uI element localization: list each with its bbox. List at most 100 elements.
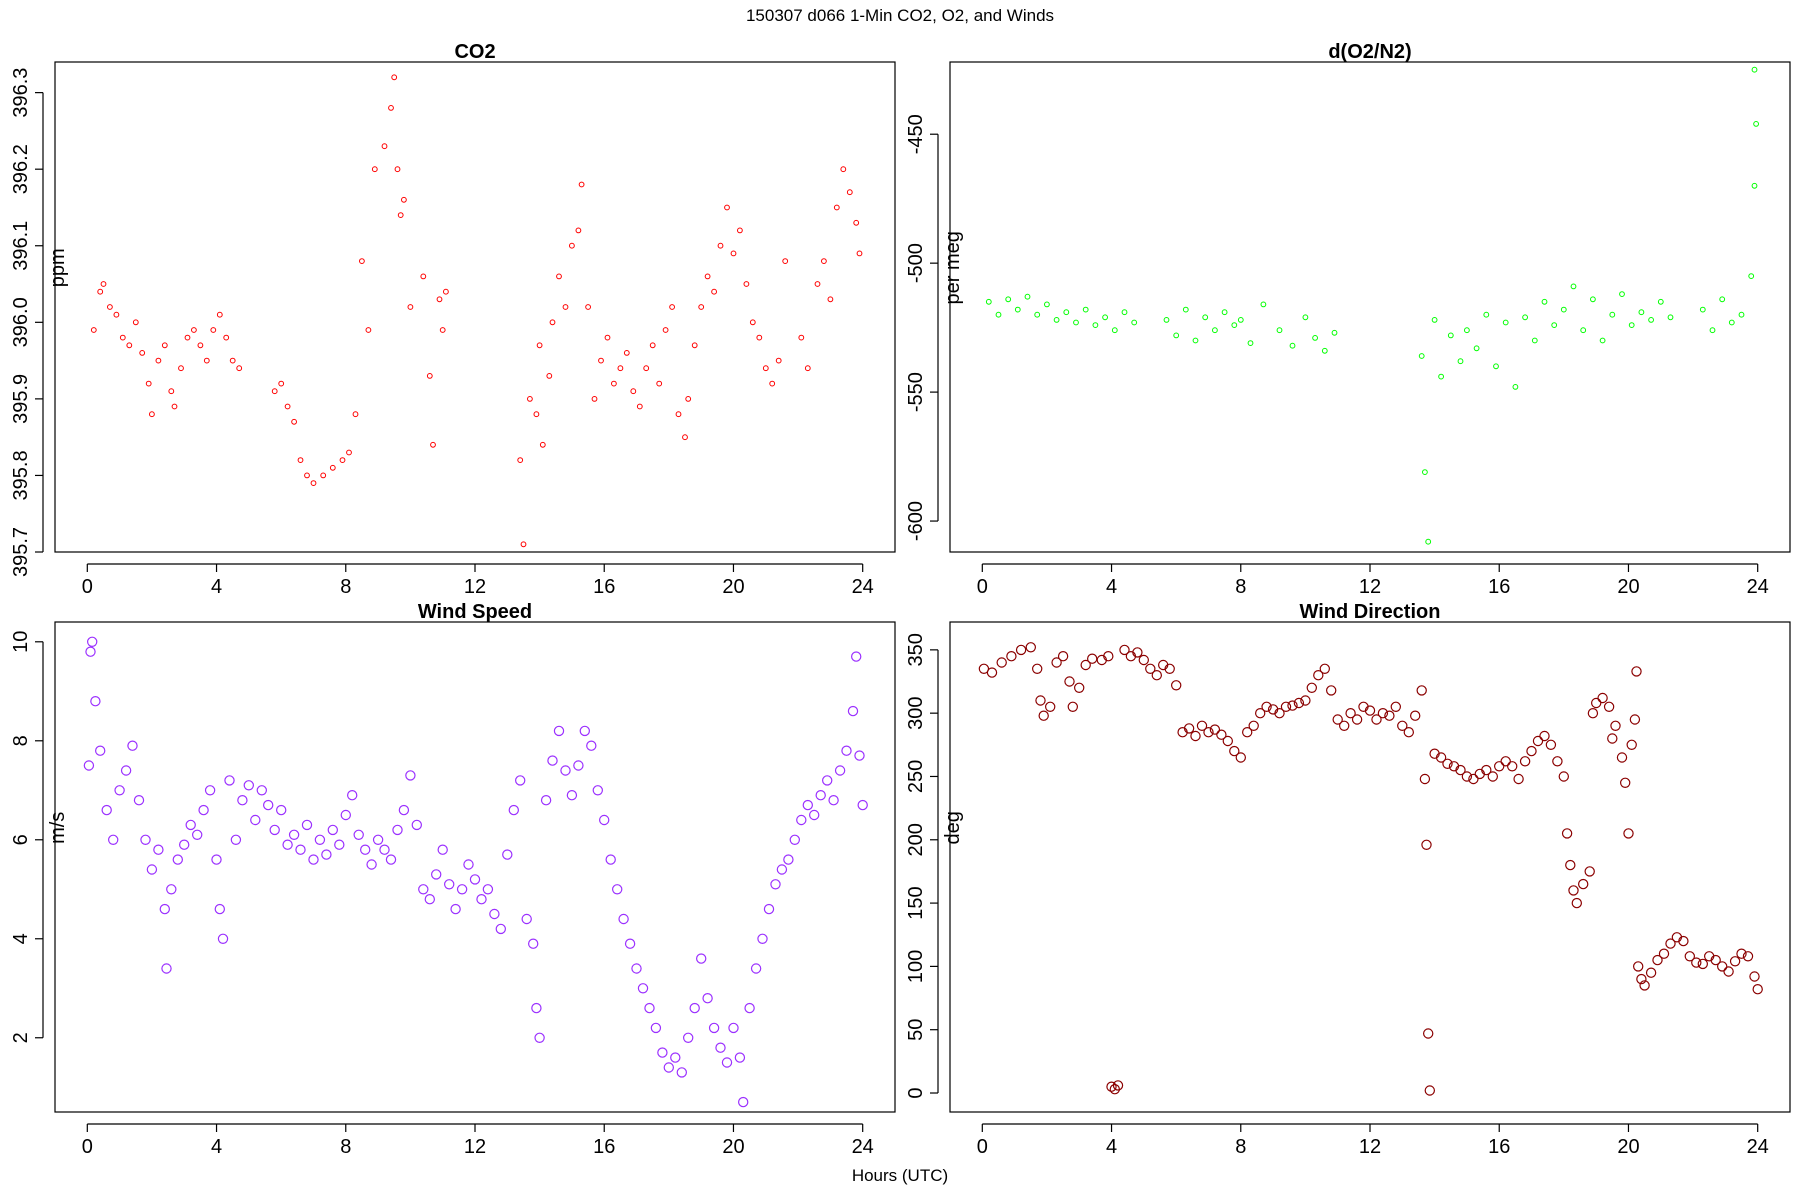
data-point bbox=[1080, 659, 1091, 671]
data-point bbox=[1648, 317, 1654, 323]
panel-title: Wind Direction bbox=[1300, 601, 1441, 623]
x-tick-label: 24 bbox=[1747, 576, 1769, 598]
data-point bbox=[463, 859, 474, 870]
x-tick-label: 0 bbox=[82, 576, 93, 598]
data-point bbox=[1473, 345, 1480, 352]
data-point bbox=[575, 227, 582, 234]
data-point bbox=[1073, 682, 1085, 694]
data-point bbox=[1599, 337, 1606, 344]
data-point bbox=[585, 304, 591, 310]
data-point bbox=[763, 903, 775, 915]
data-point bbox=[1422, 1028, 1434, 1039]
data-point bbox=[1216, 729, 1227, 740]
data-point bbox=[547, 755, 558, 766]
data-point bbox=[1145, 663, 1156, 675]
data-point bbox=[411, 819, 422, 831]
data-point bbox=[1325, 685, 1337, 696]
data-point bbox=[288, 829, 300, 841]
data-point bbox=[847, 705, 859, 717]
data-point bbox=[569, 242, 575, 249]
data-point bbox=[443, 288, 449, 295]
data-point bbox=[663, 1062, 675, 1073]
data-point bbox=[426, 373, 433, 379]
data-point bbox=[1038, 710, 1049, 721]
data-point bbox=[1665, 938, 1676, 949]
data-point bbox=[1025, 642, 1037, 653]
data-point bbox=[146, 864, 158, 875]
data-point bbox=[996, 657, 1007, 668]
plot-frame bbox=[949, 61, 1791, 553]
data-point bbox=[276, 804, 287, 816]
data-point bbox=[304, 472, 310, 479]
data-point bbox=[1623, 828, 1634, 839]
data-point bbox=[508, 804, 519, 816]
data-point bbox=[521, 913, 532, 925]
data-point bbox=[269, 824, 280, 836]
data-point bbox=[1031, 663, 1043, 675]
data-point bbox=[1312, 335, 1318, 341]
data-point bbox=[1438, 373, 1444, 380]
data-point bbox=[327, 824, 338, 836]
data-point bbox=[310, 480, 317, 487]
data-point bbox=[1710, 954, 1721, 966]
data-point bbox=[450, 903, 461, 915]
data-point bbox=[815, 790, 826, 801]
data-point bbox=[203, 357, 210, 364]
data-point bbox=[379, 844, 390, 855]
data-point bbox=[527, 396, 533, 402]
x-tick-label: 0 bbox=[977, 576, 988, 598]
data-point bbox=[153, 844, 164, 855]
data-point bbox=[738, 1096, 749, 1108]
x-tick-label: 16 bbox=[1488, 1136, 1510, 1158]
data-point bbox=[637, 983, 649, 994]
data-point bbox=[184, 334, 191, 341]
data-point bbox=[1034, 311, 1041, 318]
data-point bbox=[520, 541, 527, 548]
data-point bbox=[644, 1002, 655, 1014]
data-point bbox=[1603, 701, 1615, 713]
data-point bbox=[1541, 298, 1548, 305]
data-point bbox=[1558, 771, 1570, 782]
data-point bbox=[560, 765, 571, 776]
data-point bbox=[1371, 714, 1382, 725]
x-tick-label: 4 bbox=[1106, 1136, 1117, 1158]
data-point bbox=[271, 388, 278, 395]
y-tick-label: 300 bbox=[905, 696, 927, 729]
data-point bbox=[534, 1032, 545, 1044]
y-tick-label: 200 bbox=[905, 823, 927, 856]
data-point bbox=[656, 380, 663, 387]
data-point bbox=[715, 1042, 726, 1053]
x-tick-label: 20 bbox=[1617, 1136, 1639, 1158]
data-point bbox=[986, 667, 998, 678]
y-axis-label: per meg bbox=[942, 231, 964, 304]
y-tick-label: 2 bbox=[10, 1032, 32, 1043]
data-point bbox=[1652, 954, 1663, 966]
data-point bbox=[1082, 306, 1089, 313]
data-point bbox=[1209, 724, 1221, 735]
data-point bbox=[683, 1032, 694, 1044]
data-point bbox=[636, 403, 643, 410]
data-point bbox=[734, 1052, 746, 1063]
x-tick-label: 8 bbox=[340, 576, 351, 598]
data-point bbox=[301, 819, 313, 831]
data-point bbox=[1513, 773, 1524, 785]
data-point bbox=[1119, 644, 1130, 656]
data-point bbox=[1092, 322, 1099, 329]
data-point bbox=[675, 411, 682, 418]
data-point bbox=[297, 457, 304, 464]
data-point bbox=[1657, 298, 1664, 305]
data-point bbox=[1716, 961, 1728, 972]
data-point bbox=[743, 281, 750, 287]
y-tick-label: 10 bbox=[10, 631, 32, 653]
data-point bbox=[1522, 314, 1528, 321]
data-point bbox=[1416, 685, 1427, 696]
data-point bbox=[769, 380, 776, 387]
data-point bbox=[643, 365, 650, 372]
data-point bbox=[1086, 653, 1098, 664]
data-point bbox=[1552, 756, 1563, 767]
data-point bbox=[444, 879, 455, 890]
data-point bbox=[437, 844, 448, 855]
data-point bbox=[1338, 720, 1350, 732]
x-tick-label: 8 bbox=[1235, 1136, 1246, 1158]
data-point bbox=[1483, 311, 1490, 318]
